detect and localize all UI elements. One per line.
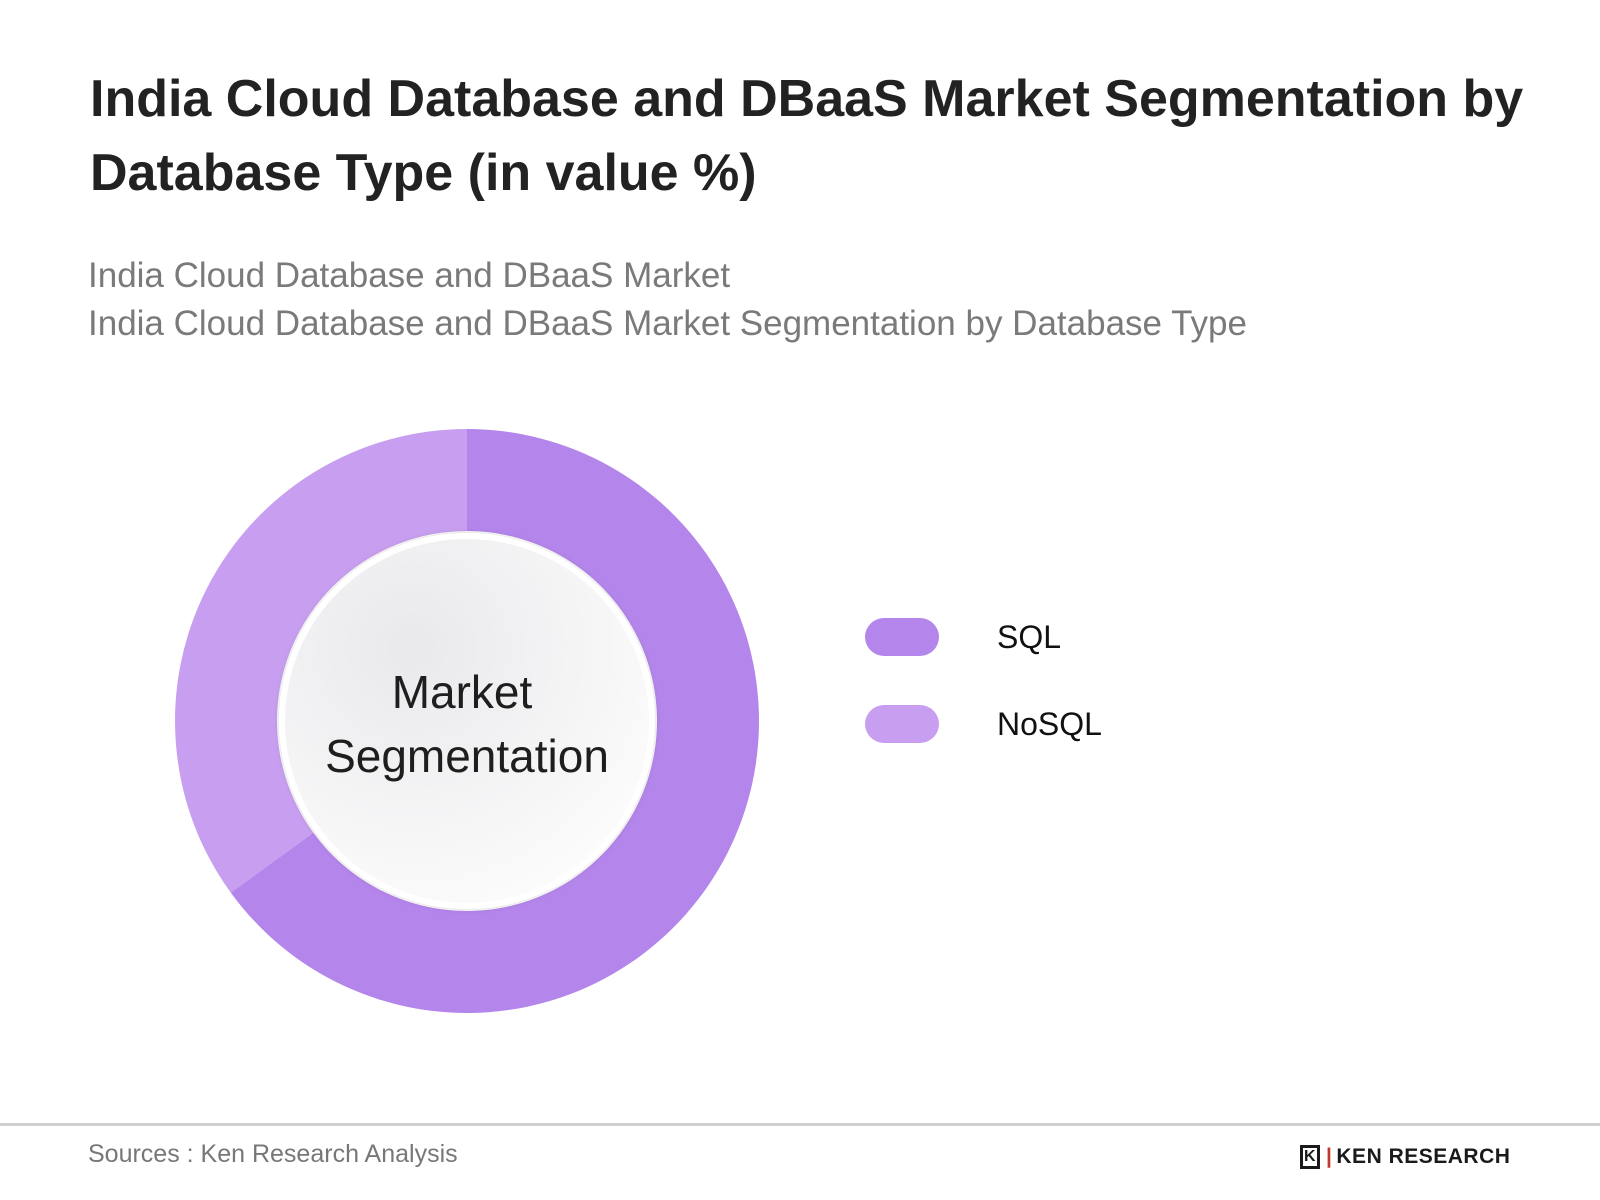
donut-chart: Market Segmentation <box>174 429 760 1014</box>
ken-research-logo: K | KEN RESEARCH <box>1300 1145 1510 1169</box>
footer-divider <box>0 1123 1600 1126</box>
legend-label-sql: SQL <box>997 618 1062 655</box>
center-label-market: Market <box>392 666 533 718</box>
legend-item-nosql: NoSQL <box>865 705 1102 743</box>
legend-swatch-nosql <box>865 705 939 743</box>
legend-swatch-sql <box>865 618 939 656</box>
chart-title: India Cloud Database and DBaaS Market Se… <box>90 70 1524 202</box>
ken-research-logo-mark-icon: K <box>1300 1145 1320 1169</box>
donut-center-disc <box>279 533 655 909</box>
subtitle-line-market: India Cloud Database and DBaaS Market <box>88 256 731 295</box>
donut-slices <box>174 429 760 1014</box>
chart-legend: SQL NoSQL <box>865 618 1102 792</box>
source-note: Sources : Ken Research Analysis <box>88 1140 458 1168</box>
subtitle-line-segmentation: India Cloud Database and DBaaS Market Se… <box>88 304 1247 343</box>
legend-item-sql: SQL <box>865 618 1102 656</box>
center-label-segmentation: Segmentation <box>325 730 609 782</box>
legend-label-nosql: NoSQL <box>997 705 1102 742</box>
ken-research-logo-text: KEN RESEARCH <box>1336 1145 1511 1168</box>
logo-separator: | <box>1326 1145 1333 1168</box>
slice-nosql <box>174 429 467 893</box>
chart-subtitle: India Cloud Database and DBaaS Market In… <box>88 252 1247 348</box>
slice-sql <box>230 429 760 1014</box>
